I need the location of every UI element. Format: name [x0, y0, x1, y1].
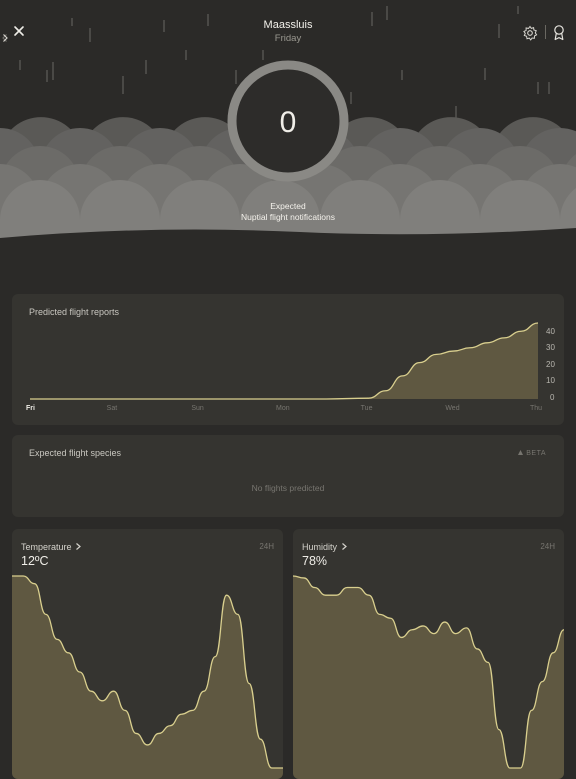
beta-badge: BETA — [517, 449, 546, 457]
y-tick-label: 30 — [546, 343, 555, 353]
x-tick-label: Tue — [360, 405, 373, 412]
award-ribbon-icon — [554, 25, 564, 41]
expected-caption-line1: Expected — [270, 201, 306, 211]
day-selector: Friday — [0, 33, 576, 44]
y-tick-label: 40 — [546, 326, 555, 336]
ant-icon — [517, 450, 523, 455]
x-tick-label: Thu — [530, 405, 543, 412]
gear-icon — [523, 25, 538, 41]
humidity-title: Humidity — [302, 542, 338, 552]
humidity-chart — [293, 575, 564, 779]
y-tick-label: 20 — [546, 359, 555, 369]
flight-species-card: Expected flight species BETA No flights … — [12, 435, 564, 517]
settings-button[interactable] — [521, 24, 539, 42]
achievements-button[interactable] — [550, 23, 568, 42]
y-tick-label: 10 — [546, 376, 555, 386]
temperature-value: 12ºC — [21, 554, 49, 568]
flight-reports-line — [29, 322, 539, 400]
hero-banner: Maassluis Friday 0 Expected Nuptial flig… — [0, 0, 576, 250]
x-tick-label: Mon — [276, 405, 290, 412]
x-tick-label: Wed — [445, 405, 460, 412]
wave-bottom-edge — [0, 228, 576, 250]
location-title: Maassluis — [263, 19, 313, 31]
day-label: Friday — [274, 33, 302, 44]
humidity-value: 78% — [302, 554, 328, 568]
flight-reports-title: Predicted flight reports — [29, 307, 120, 317]
temperature-area — [12, 576, 283, 779]
flight-species-title: Expected flight species — [29, 448, 122, 458]
expected-caption-line2: Nuptial flight notifications — [240, 211, 336, 222]
ring-track — [227, 60, 349, 182]
x-tick-label: Sat — [106, 405, 118, 412]
chevron-right-icon — [3, 34, 8, 42]
temperature-card[interactable]: Temperature 12ºC 24H — [12, 529, 283, 779]
humidity-card[interactable]: Humidity 78% 24H — [293, 529, 564, 779]
close-button[interactable] — [10, 22, 30, 42]
temperature-range: 24H — [259, 542, 274, 551]
x-tick-label: Sun — [191, 405, 204, 412]
no-flights-message: No flights predicted — [251, 483, 325, 493]
rain-wave-illustration — [0, 6, 576, 250]
humidity-range: 24H — [540, 542, 555, 551]
x-tick-label: Fri — [26, 405, 35, 412]
flight-reports-chart — [29, 322, 539, 400]
temperature-title: Temperature — [21, 542, 72, 552]
flight-reports-area — [30, 323, 538, 399]
expected-caption: Expected Nuptial flight notifications — [0, 201, 576, 222]
header-divider — [545, 25, 546, 39]
temperature-line — [12, 575, 283, 769]
chevron-right-icon — [341, 543, 347, 550]
flight-reports-card: Predicted flight reports Fri Sat Sun Mon Tue… — [12, 294, 564, 425]
close-icon — [14, 26, 24, 36]
beta-label: BETA — [526, 450, 546, 457]
humidity-title-link[interactable]: Humidity — [302, 542, 348, 552]
expected-count: 0 — [279, 106, 297, 139]
temperature-chart — [12, 575, 283, 779]
temperature-title-link[interactable]: Temperature — [21, 542, 82, 552]
y-tick-label: 0 — [550, 393, 555, 402]
humidity-area — [293, 576, 564, 779]
chevron-right-icon — [76, 543, 81, 550]
